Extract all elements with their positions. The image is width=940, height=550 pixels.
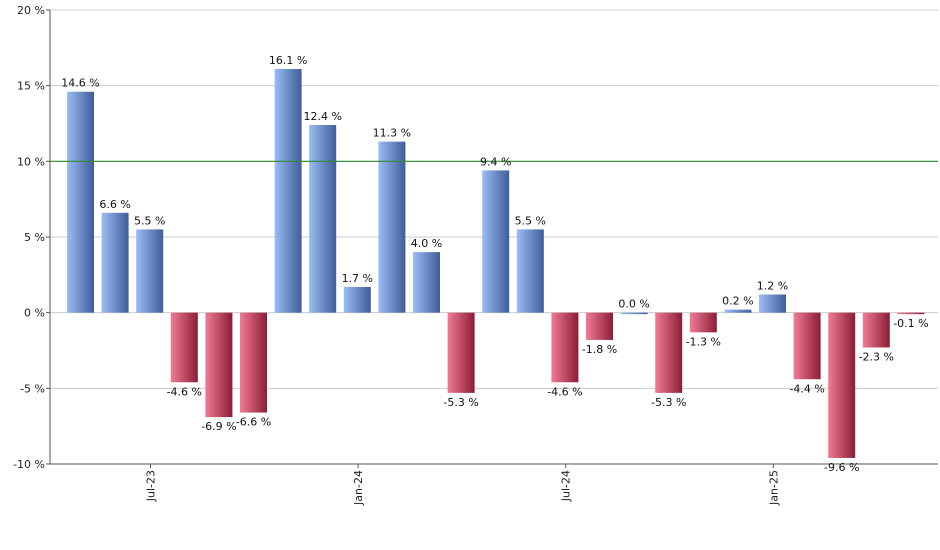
data-label: -0.1 % xyxy=(893,317,928,330)
data-label: -4.6 % xyxy=(167,385,202,398)
bar-positive xyxy=(309,125,337,313)
data-label: -6.9 % xyxy=(201,420,236,433)
data-label: -5.3 % xyxy=(443,396,478,409)
bar-positive xyxy=(482,170,510,313)
bar-positive xyxy=(67,91,94,313)
bar-positive xyxy=(620,312,648,315)
bar-negative xyxy=(240,312,267,413)
labels: 20 % 15 % 10 % 5 % 0 % -5 % -10 % 14.6 % 6.6 % 5.… xyxy=(13,4,929,506)
y-tick-label: 5 % xyxy=(24,231,45,244)
data-label: -2.3 % xyxy=(859,350,894,363)
data-label: -9.6 % xyxy=(824,461,859,474)
bar-negative xyxy=(793,312,821,380)
bar-positive xyxy=(759,294,786,313)
data-label: -4.4 % xyxy=(789,382,824,395)
data-label: 0.0 % xyxy=(618,298,649,311)
data-label: 9.4 % xyxy=(480,155,511,168)
data-label: -6.6 % xyxy=(236,416,271,429)
bar-negative xyxy=(551,312,579,383)
bar-negative xyxy=(655,312,683,393)
bar-positive xyxy=(516,229,544,313)
data-label: -1.3 % xyxy=(686,335,721,348)
data-label: 12.4 % xyxy=(303,110,341,123)
data-label: 1.2 % xyxy=(757,280,788,293)
x-tick-label: Jul-24 xyxy=(560,470,573,502)
bar-negative xyxy=(447,312,475,393)
data-label: 11.3 % xyxy=(373,127,411,140)
x-tick-label: Jul-23 xyxy=(145,470,158,502)
data-label: 14.6 % xyxy=(61,77,99,90)
y-tick-label: 10 % xyxy=(17,155,45,168)
bar-positive xyxy=(378,141,406,313)
data-label: 1.7 % xyxy=(342,272,373,285)
bar-positive xyxy=(413,252,440,313)
bar-negative xyxy=(897,312,925,315)
data-label: -5.3 % xyxy=(651,396,686,409)
y-tick-label: -5 % xyxy=(20,382,45,395)
bar-negative xyxy=(828,312,856,458)
axes xyxy=(46,9,938,468)
bar-positive xyxy=(724,309,752,313)
bars xyxy=(67,69,925,458)
data-label: -1.8 % xyxy=(582,343,617,356)
y-tick-label: 0 % xyxy=(24,307,45,320)
data-label: 4.0 % xyxy=(411,237,442,250)
bar-positive xyxy=(343,286,371,313)
x-tick-label: Jan-24 xyxy=(352,470,365,506)
bar-negative xyxy=(170,312,198,383)
bar-negative xyxy=(689,312,717,333)
y-tick-label: 15 % xyxy=(17,80,45,93)
data-label: -4.6 % xyxy=(547,385,582,398)
bar-negative xyxy=(862,312,890,348)
data-label: 16.1 % xyxy=(269,54,307,67)
data-label: 5.5 % xyxy=(134,214,165,227)
y-tick-label: -10 % xyxy=(13,458,45,471)
bar-positive xyxy=(101,212,129,313)
bar-positive xyxy=(274,69,302,313)
y-tick-label: 20 % xyxy=(17,4,45,17)
data-label: 6.6 % xyxy=(99,198,130,211)
x-tick-label: Jan-25 xyxy=(767,470,780,506)
data-label: 5.5 % xyxy=(515,214,546,227)
bar-positive xyxy=(136,229,164,313)
bar-negative xyxy=(586,312,613,340)
data-label: 0.2 % xyxy=(722,295,753,308)
bar-negative xyxy=(205,312,233,418)
